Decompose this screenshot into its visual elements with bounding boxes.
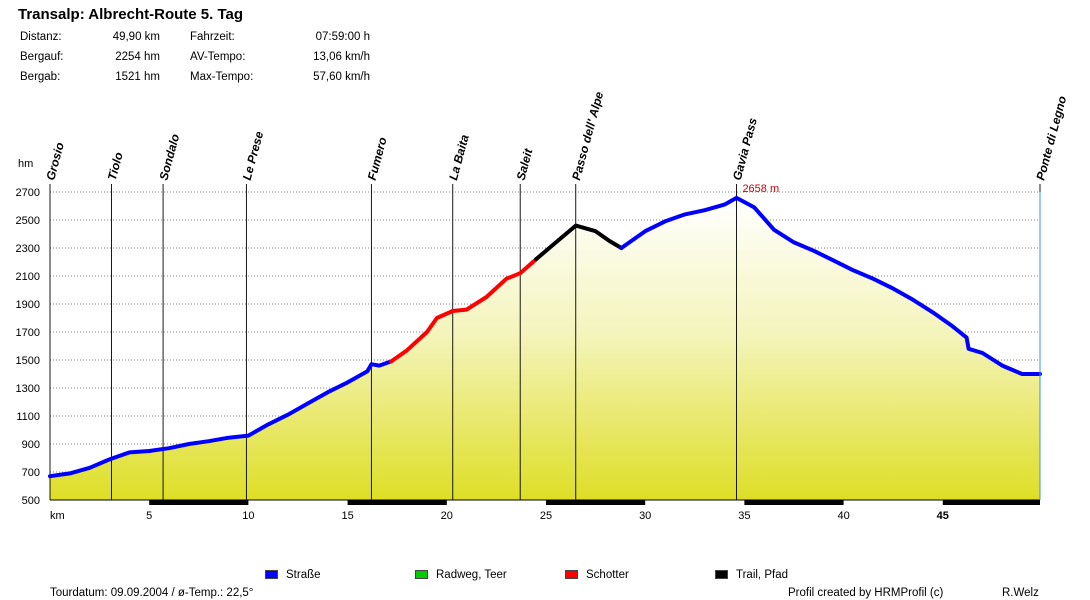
- legend-label-road: Straße: [286, 569, 321, 581]
- x-tick-label: 30: [639, 510, 651, 522]
- x-tick-label: 10: [242, 510, 254, 522]
- legend-label-cycleway: Radweg, Teer: [436, 569, 507, 581]
- stat-descent-value: 1521 hm: [115, 71, 160, 83]
- legend-label-trail: Trail, Pfad: [736, 569, 788, 581]
- waypoint-label: Sondalo: [156, 132, 182, 181]
- waypoint-label: Saleit: [514, 146, 536, 182]
- x-tick-label: 20: [441, 510, 453, 522]
- stat-avg-label: AV-Tempo:: [190, 51, 246, 63]
- legend-swatch-road: [265, 570, 278, 580]
- waypoint-label: Ponte di Legno: [1033, 94, 1069, 181]
- legend-swatch-cycleway: [415, 570, 428, 580]
- legend-label-gravel: Schotter: [586, 569, 629, 581]
- stat-time-label: Fahrzeit:: [190, 31, 235, 43]
- x-axis-bar: [744, 500, 844, 505]
- x-tick-label: 45: [937, 510, 949, 522]
- series-line: [389, 257, 539, 364]
- series-line: [619, 195, 1042, 376]
- stat-max-label: Max-Tempo:: [190, 71, 254, 83]
- x-axis-bar: [545, 500, 646, 505]
- footer-tour-date: Tourdatum: 09.09.2004 / ø-Temp.: 22,5°: [50, 587, 254, 599]
- stat-ascent-label: Bergauf:: [20, 51, 64, 63]
- y-tick-label: 900: [22, 439, 40, 451]
- x-tick-label: 25: [540, 510, 552, 522]
- x-axis-label: km: [50, 510, 65, 522]
- x-tick-label: 5: [146, 510, 152, 522]
- y-tick-label: 1500: [16, 355, 40, 367]
- chart-title: Transalp: Albrecht-Route 5. Tag: [18, 6, 244, 23]
- x-tick-label: 15: [341, 510, 353, 522]
- y-tick-label: 2500: [16, 215, 40, 227]
- stat-avg-value: 13,06 km/h: [313, 51, 370, 63]
- legend-swatch-trail: [715, 570, 728, 580]
- elevation-area-fill: [50, 197, 1040, 500]
- x-axis-bar: [942, 500, 1040, 505]
- stat-distance-label: Distanz:: [20, 31, 62, 43]
- y-tick-label: 1300: [16, 383, 40, 395]
- legend-item-road: Straße: [265, 569, 321, 581]
- legend-item-cycleway: Radweg, Teer: [415, 569, 507, 581]
- footer-author: R.Welz: [1002, 587, 1039, 599]
- waypoint-label: Le Prese: [240, 130, 267, 182]
- stat-time-value: 07:59:00 h: [315, 31, 370, 43]
- y-tick-label: 1700: [16, 327, 40, 339]
- footer-credit: Profil created by HRMProfil (c): [788, 587, 944, 599]
- y-tick-label: 700: [22, 467, 40, 479]
- y-tick-label: 2300: [16, 243, 40, 255]
- x-axis-bar: [149, 500, 249, 505]
- x-tick-label: 35: [738, 510, 750, 522]
- legend-swatch-gravel: [565, 570, 578, 580]
- waypoint-label: Fumero: [365, 136, 390, 182]
- stat-descent-label: Bergab:: [20, 71, 61, 83]
- series-line: [534, 223, 624, 262]
- y-tick-label: 2700: [16, 187, 40, 199]
- waypoint-label: Grosio: [43, 141, 67, 182]
- y-axis-label: hm: [18, 158, 33, 170]
- y-tick-label: 1100: [16, 411, 40, 423]
- waypoint-label: La Baita: [446, 133, 472, 182]
- y-tick-label: 1900: [16, 299, 40, 311]
- y-tick-label: 500: [22, 495, 40, 507]
- waypoint-label: Tiolo: [105, 151, 126, 182]
- stat-max-value: 57,60 km/h: [313, 71, 370, 83]
- max-elevation-label: 2658 m: [742, 183, 779, 195]
- legend-item-trail: Trail, Pfad: [715, 569, 788, 581]
- stat-distance-value: 49,90 km: [112, 31, 160, 43]
- waypoint-label: Passo dell' Alpe: [569, 90, 606, 182]
- legend-item-gravel: Schotter: [565, 569, 629, 581]
- x-axis-bar: [347, 500, 447, 505]
- x-tick-label: 40: [837, 510, 849, 522]
- y-tick-label: 2100: [16, 271, 40, 283]
- stat-ascent-value: 2254 hm: [115, 51, 160, 63]
- series-line: [48, 359, 394, 479]
- waypoint-label: Gavia Pass: [730, 116, 760, 182]
